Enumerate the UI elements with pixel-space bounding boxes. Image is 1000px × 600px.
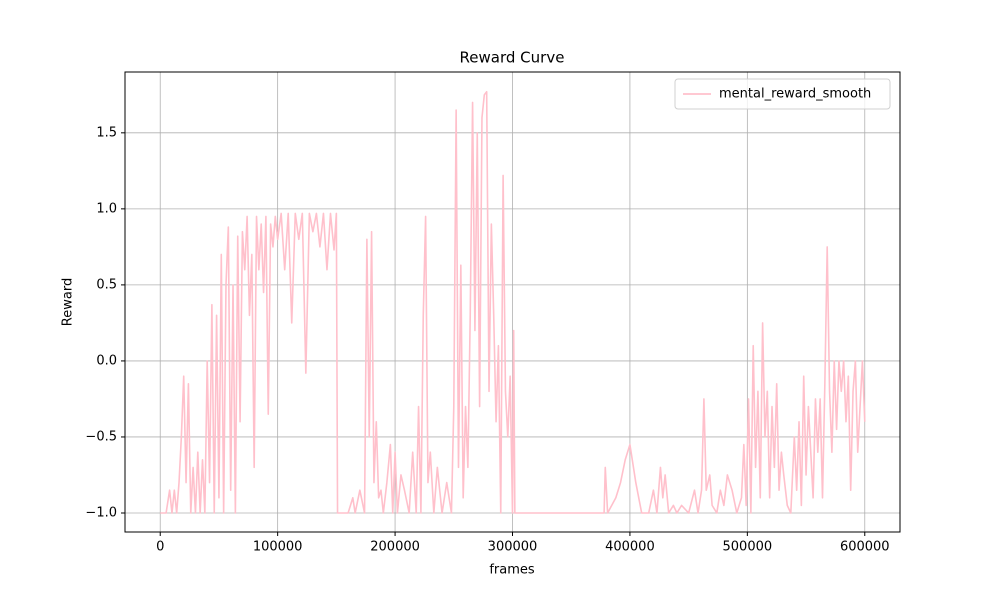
x-tick-label: 0	[156, 540, 164, 555]
x-axis-label: frames	[489, 563, 535, 578]
y-tick-label: −0.5	[85, 429, 117, 444]
x-tick-label: 400000	[605, 540, 655, 555]
chart-title: Reward Curve	[460, 49, 565, 67]
x-tick-label: 500000	[723, 540, 773, 555]
legend-box	[674, 78, 891, 110]
y-tick-label: −1.0	[85, 505, 117, 520]
y-tick-label: 0.5	[96, 277, 117, 292]
y-tick-label: 1.0	[96, 201, 117, 216]
x-tick-label: 300000	[488, 540, 538, 555]
plot-area	[160, 90, 866, 514]
x-tick-label: 200000	[370, 540, 420, 555]
x-tick-label: 100000	[253, 540, 303, 555]
legend: mental_reward_smooth	[674, 78, 891, 110]
x-tick-label: 600000	[840, 540, 890, 555]
y-axis-label: Reward	[61, 278, 76, 326]
y-tick-label: 1.5	[96, 125, 117, 140]
y-tick-label: 0.0	[96, 353, 117, 368]
legend-label: mental_reward_smooth	[719, 87, 871, 102]
data-line	[160, 90, 866, 514]
